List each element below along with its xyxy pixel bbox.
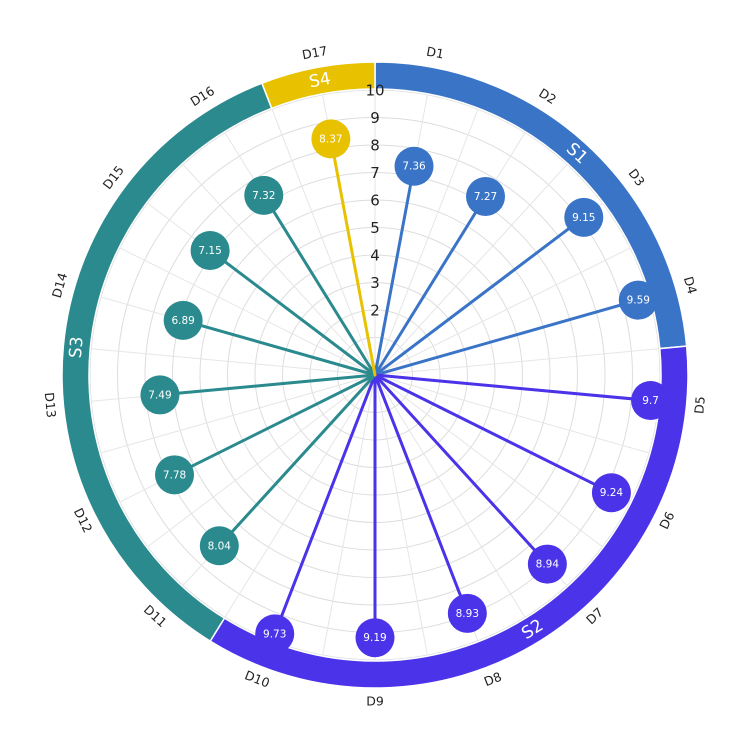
- radial-tick-label: 7: [370, 164, 380, 182]
- stem-d13: [158, 373, 377, 397]
- point-d1[interactable]: [394, 146, 434, 186]
- radial-tick-label: 10: [365, 82, 384, 100]
- point-d9[interactable]: [355, 618, 395, 658]
- grid-spoke: [374, 374, 603, 548]
- stem-d10: [273, 373, 377, 636]
- stem-d16: [262, 193, 377, 377]
- group-label-s3: S3: [66, 336, 88, 359]
- grid-spoke: [100, 374, 376, 454]
- point-d10[interactable]: [255, 614, 295, 654]
- radial-tick-label: 9: [370, 109, 380, 127]
- point-d5[interactable]: [631, 381, 671, 421]
- grid-spoke: [374, 109, 479, 376]
- category-label-d14: D14: [49, 271, 70, 300]
- category-label-d5: D5: [691, 396, 708, 415]
- point-d4[interactable]: [618, 280, 658, 320]
- radial-tick-label: 4: [370, 247, 380, 265]
- stem-d12: [173, 373, 377, 477]
- stem-d6: [373, 373, 613, 495]
- grid-spoke: [182, 164, 376, 376]
- category-label-d8: D8: [482, 669, 504, 689]
- point-d13[interactable]: [140, 375, 180, 415]
- stem-d4: [373, 298, 640, 377]
- grid-spoke: [147, 374, 376, 548]
- value-label-d1: 7.36: [402, 161, 426, 173]
- stem-d8: [373, 373, 469, 615]
- value-label-d7: 8.94: [536, 559, 560, 571]
- stem-d14: [181, 318, 377, 377]
- stem-d5: [373, 373, 653, 403]
- value-label-d9: 9.19: [363, 632, 386, 644]
- value-label-d5: 9.7: [642, 395, 659, 407]
- radial-tick-label: 2: [370, 302, 380, 320]
- group-label-s4: S4: [308, 69, 333, 93]
- value-label-d17: 8.37: [319, 133, 342, 145]
- category-label-d4: D4: [681, 275, 700, 296]
- point-d2[interactable]: [466, 177, 506, 217]
- grid-spoke: [374, 348, 659, 376]
- point-d3[interactable]: [564, 197, 604, 237]
- grid-spoke: [322, 374, 376, 656]
- grid-spoke: [224, 374, 376, 618]
- category-label-d10: D10: [243, 667, 272, 690]
- category-label-d3: D3: [625, 166, 648, 189]
- category-label-d9: D9: [366, 694, 384, 709]
- value-label-d16: 7.32: [252, 190, 275, 202]
- stem-d1: [373, 164, 416, 377]
- value-label-d14: 6.89: [171, 315, 194, 327]
- grid-spoke: [374, 247, 631, 376]
- point-d11[interactable]: [199, 526, 239, 566]
- radial-tick-label: 3: [370, 274, 380, 292]
- radial-tick-label: 5: [370, 219, 380, 237]
- point-d7[interactable]: [527, 544, 567, 584]
- stem-d15: [208, 248, 377, 377]
- grid-spoke: [374, 374, 428, 656]
- value-label-d11: 8.04: [208, 540, 232, 552]
- value-label-d10: 9.73: [263, 628, 286, 640]
- grid-spoke: [119, 247, 376, 376]
- stem-d11: [217, 373, 377, 548]
- category-label-d13: D13: [42, 392, 59, 419]
- point-d6[interactable]: [591, 473, 631, 513]
- value-label-d12: 7.78: [163, 469, 186, 481]
- grid-spoke: [374, 164, 568, 376]
- point-d14[interactable]: [163, 300, 203, 340]
- grid-spoke: [374, 374, 526, 618]
- point-d15[interactable]: [190, 230, 230, 270]
- category-label-d7: D7: [583, 604, 606, 627]
- category-label-d2: D2: [536, 85, 559, 107]
- point-d8[interactable]: [447, 593, 487, 633]
- value-label-d8: 8.93: [456, 608, 479, 620]
- stem-d7: [373, 373, 549, 566]
- value-label-d6: 9.24: [600, 487, 624, 499]
- group-segment-s4: [260, 61, 376, 110]
- stem-d2: [373, 195, 488, 377]
- stem-layer: [158, 137, 653, 640]
- stem-d17: [329, 137, 377, 377]
- category-label-d16: D16: [188, 83, 218, 109]
- category-label-d15: D15: [100, 163, 127, 192]
- category-label-d6: D6: [656, 509, 677, 531]
- grid-spoke: [91, 348, 376, 376]
- category-label-d1: D1: [425, 44, 445, 62]
- point-d16[interactable]: [244, 175, 284, 215]
- value-label-d4: 9.59: [627, 295, 650, 307]
- value-label-d13: 7.49: [148, 389, 171, 401]
- grid-spoke: [271, 109, 376, 376]
- value-label-d15: 7.15: [198, 245, 221, 257]
- category-label-d17: D17: [301, 43, 329, 62]
- point-d17[interactable]: [311, 119, 351, 159]
- radial-tick-label: 6: [370, 192, 380, 210]
- point-d12[interactable]: [155, 455, 195, 495]
- radial-tick-layer: 2 3 4 5 6 7 8 9 10: [365, 82, 384, 320]
- grid-spoke: [374, 374, 650, 454]
- radial-tick-label: 8: [370, 137, 380, 155]
- value-label-d2: 7.27: [474, 191, 497, 203]
- stem-d3: [373, 215, 586, 377]
- value-label-d3: 9.15: [572, 212, 595, 224]
- point-layer: 7.36 7.27 9.15 9.59 9.7 9.24 8.94 8.93 9.19 9.73 8…: [140, 119, 671, 658]
